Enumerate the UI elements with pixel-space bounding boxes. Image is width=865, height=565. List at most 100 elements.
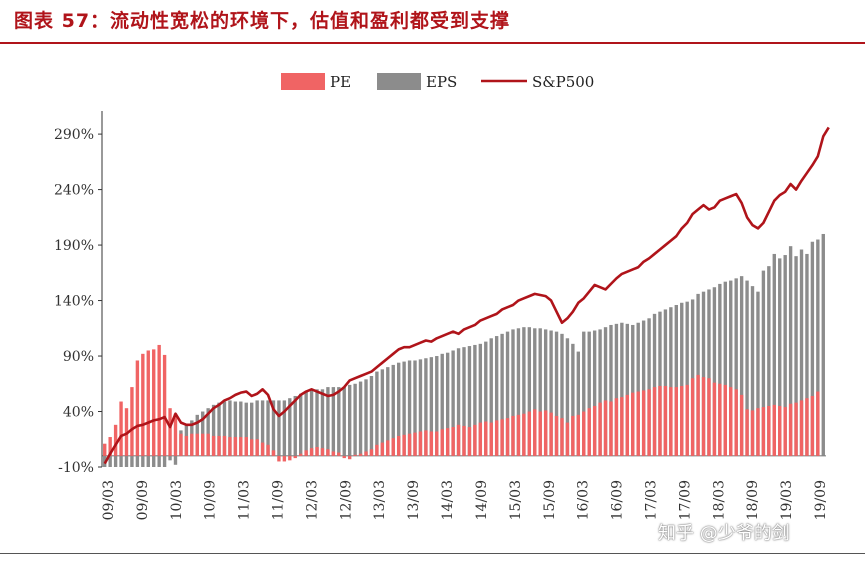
eps-bar [364,379,368,456]
pe-bar [505,418,510,456]
eps-bar [315,389,319,456]
eps-bar [407,360,412,456]
pe-bar [299,453,303,456]
x-tick-label: 11/03 [237,480,253,520]
pe-bar [288,455,292,461]
eps-bar [391,364,395,456]
eps-bar [282,400,287,456]
pe-bar [277,455,281,462]
pe-bar [201,433,205,456]
eps-bar [516,328,521,456]
eps-bar [304,391,308,456]
x-tick-label: 19/03 [779,480,795,520]
eps-bar [816,239,820,456]
eps-bar [146,455,150,467]
eps-bar [799,249,804,456]
pe-bar [783,407,787,456]
pe-bar [206,433,210,456]
pe-bar [282,455,287,462]
pe-bar [543,410,548,456]
eps-bar [484,341,488,456]
pe-bar [445,428,450,456]
pe-bar [190,433,194,456]
pe-bar [456,424,461,456]
pe-bar [260,442,265,456]
pe-bar [364,451,368,456]
eps-bar [494,336,499,456]
pe-bar [440,429,444,456]
pe-bar [554,415,559,456]
legend-swatch-eps [377,73,421,90]
eps-bar [794,256,798,456]
eps-bar [456,348,461,456]
pe-bar [712,382,717,456]
pe-bar [326,449,330,456]
pe-bar [418,431,423,456]
eps-bar [805,253,809,456]
chart-title: 图表 57：流动性宽松的环境下，估值和盈利都受到支撑 [14,10,511,32]
eps-bar [582,331,586,456]
eps-bar [152,455,156,467]
pe-bar [217,435,221,456]
eps-bar [652,313,657,456]
pe-bar [320,448,325,456]
pe-bar [647,389,651,456]
eps-bar [380,369,385,456]
eps-bar [429,357,434,456]
legend-label-sp500: S&P500 [532,73,594,91]
pe-bar [348,455,352,460]
pe-bar [707,378,711,456]
x-tick-label: 15/09 [542,480,558,520]
eps-bar [358,381,363,456]
pe-bar [701,377,706,456]
pe-bar [674,387,678,456]
eps-bar [266,400,270,456]
eps-bar [505,331,510,456]
pe-bar [293,455,297,459]
eps-bar [756,291,760,456]
eps-bar [250,402,254,456]
pe-bar [576,414,581,456]
pe-bar [516,414,521,456]
eps-bar [440,353,444,456]
eps-bar [592,330,597,456]
pe-bar [407,433,412,456]
sp500-line [103,126,830,465]
eps-bar [571,343,575,456]
y-tick-label: 40% [63,405,94,421]
pe-bar [489,422,493,456]
pe-bar [620,397,624,456]
pe-bar [560,418,564,456]
pe-bar [369,449,374,456]
eps-bar [418,359,423,456]
eps-bar [783,255,787,456]
eps-bar [288,398,292,456]
pe-bar [211,435,216,456]
eps-bar [729,280,733,456]
eps-bar [342,387,346,456]
pe-bar [429,431,434,456]
pe-bar [772,404,776,456]
pe-bar [739,394,744,456]
pe-bar [337,452,341,456]
eps-bar [244,402,248,456]
pe-bar [788,403,793,456]
pe-bar [750,410,755,456]
eps-bar [309,389,314,456]
pe-bar [614,398,619,456]
eps-bar [277,400,281,456]
eps-bar [739,276,744,456]
eps-bar [549,330,553,456]
title-underline [0,42,865,44]
pe-bar [135,360,140,456]
legend-label-eps: EPS [426,73,457,91]
eps-bar [554,331,559,456]
eps-bar [533,328,537,456]
eps-bar [119,455,123,467]
eps-bar [696,293,700,456]
pe-bar [255,439,259,456]
eps-bar [130,455,134,467]
eps-bar [712,287,717,456]
eps-bar [614,323,619,456]
pe-bar [304,450,308,456]
